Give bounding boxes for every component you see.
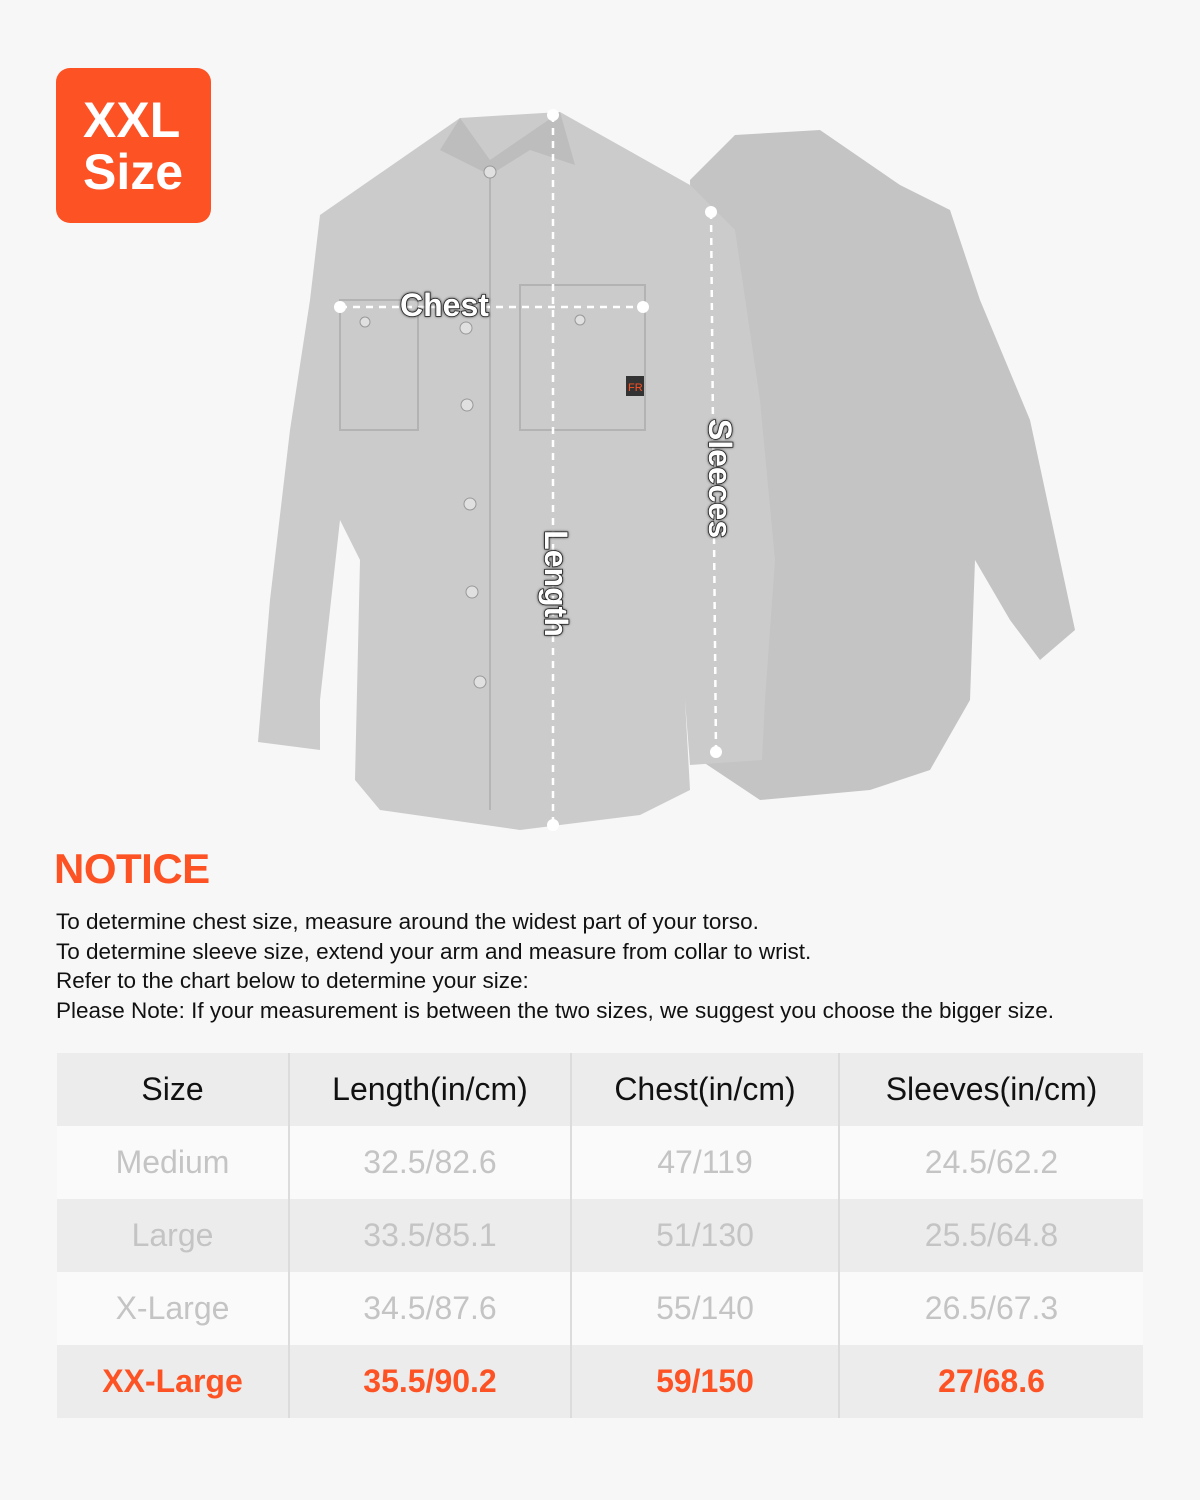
size-table: Size Length(in/cm) Chest(in/cm) Sleeves(…: [57, 1053, 1143, 1418]
cell-length: 34.5/87.6: [288, 1272, 571, 1345]
cell-chest: 55/140: [570, 1272, 839, 1345]
cell-sleeves: 26.5/67.3: [838, 1272, 1143, 1345]
table-row: Medium 32.5/82.6 47/119 24.5/62.2: [57, 1126, 1143, 1199]
collar: [440, 112, 575, 175]
buttons: [359, 165, 586, 689]
shirt-illustration: FR: [258, 109, 1075, 831]
notice-line: To determine chest size, measure around …: [56, 909, 759, 934]
right-pocket: [519, 284, 646, 431]
cell-size: X-Large: [57, 1272, 289, 1345]
table-row-highlighted: XX-Large 35.5/90.2 59/150 27/68.6: [57, 1345, 1143, 1418]
cell-size: Medium: [57, 1126, 289, 1199]
sleeves-label: Sleeces: [701, 418, 739, 539]
cell-sleeves: 25.5/64.8: [838, 1199, 1143, 1272]
measurement-dots: [334, 109, 722, 831]
cell-chest: 51/130: [570, 1199, 839, 1272]
shirt-front: [258, 112, 775, 830]
fr-patch-text: FR: [628, 382, 643, 394]
chest-label: Chest: [399, 286, 489, 324]
header-length: Length(in/cm): [288, 1053, 571, 1126]
table-row: X-Large 34.5/87.6 55/140 26.5/67.3: [57, 1272, 1143, 1345]
cell-length: 33.5/85.1: [288, 1199, 571, 1272]
header-size: Size: [57, 1053, 289, 1126]
notice-line: Refer to the chart below to determine yo…: [56, 968, 529, 993]
cell-chest: 59/150: [570, 1345, 839, 1418]
badge-line-1: XXL: [83, 91, 181, 148]
cell-length: 32.5/82.6: [288, 1126, 571, 1199]
cell-sleeves: 24.5/62.2: [838, 1126, 1143, 1199]
notice-title: NOTICE: [54, 845, 210, 892]
length-label: Length: [537, 529, 575, 637]
notice-text: To determine chest size, measure around …: [56, 907, 1054, 1025]
left-pocket: [339, 299, 419, 431]
notice-line: To determine sleeve size, extend your ar…: [56, 938, 812, 964]
cell-size: XX-Large: [57, 1345, 289, 1418]
size-badge: XXL Size: [56, 68, 211, 223]
measurement-lines: [340, 115, 718, 825]
header-sleeves: Sleeves(in/cm): [838, 1053, 1143, 1126]
cell-sleeves: 27/68.6: [838, 1345, 1143, 1418]
header-chest: Chest(in/cm): [570, 1053, 839, 1126]
fr-patch: [626, 376, 644, 396]
shirt-back: [690, 130, 1075, 800]
cell-length: 35.5/90.2: [288, 1345, 571, 1418]
table-header-row: Size Length(in/cm) Chest(in/cm) Sleeves(…: [57, 1053, 1143, 1126]
table-row: Large 33.5/85.1 51/130 25.5/64.8: [57, 1199, 1143, 1272]
notice-line: Please Note: If your measurement is betw…: [56, 997, 1055, 1023]
cell-size: Large: [57, 1199, 289, 1272]
cell-chest: 47/119: [570, 1126, 839, 1199]
badge-line-2: Size: [83, 143, 184, 200]
